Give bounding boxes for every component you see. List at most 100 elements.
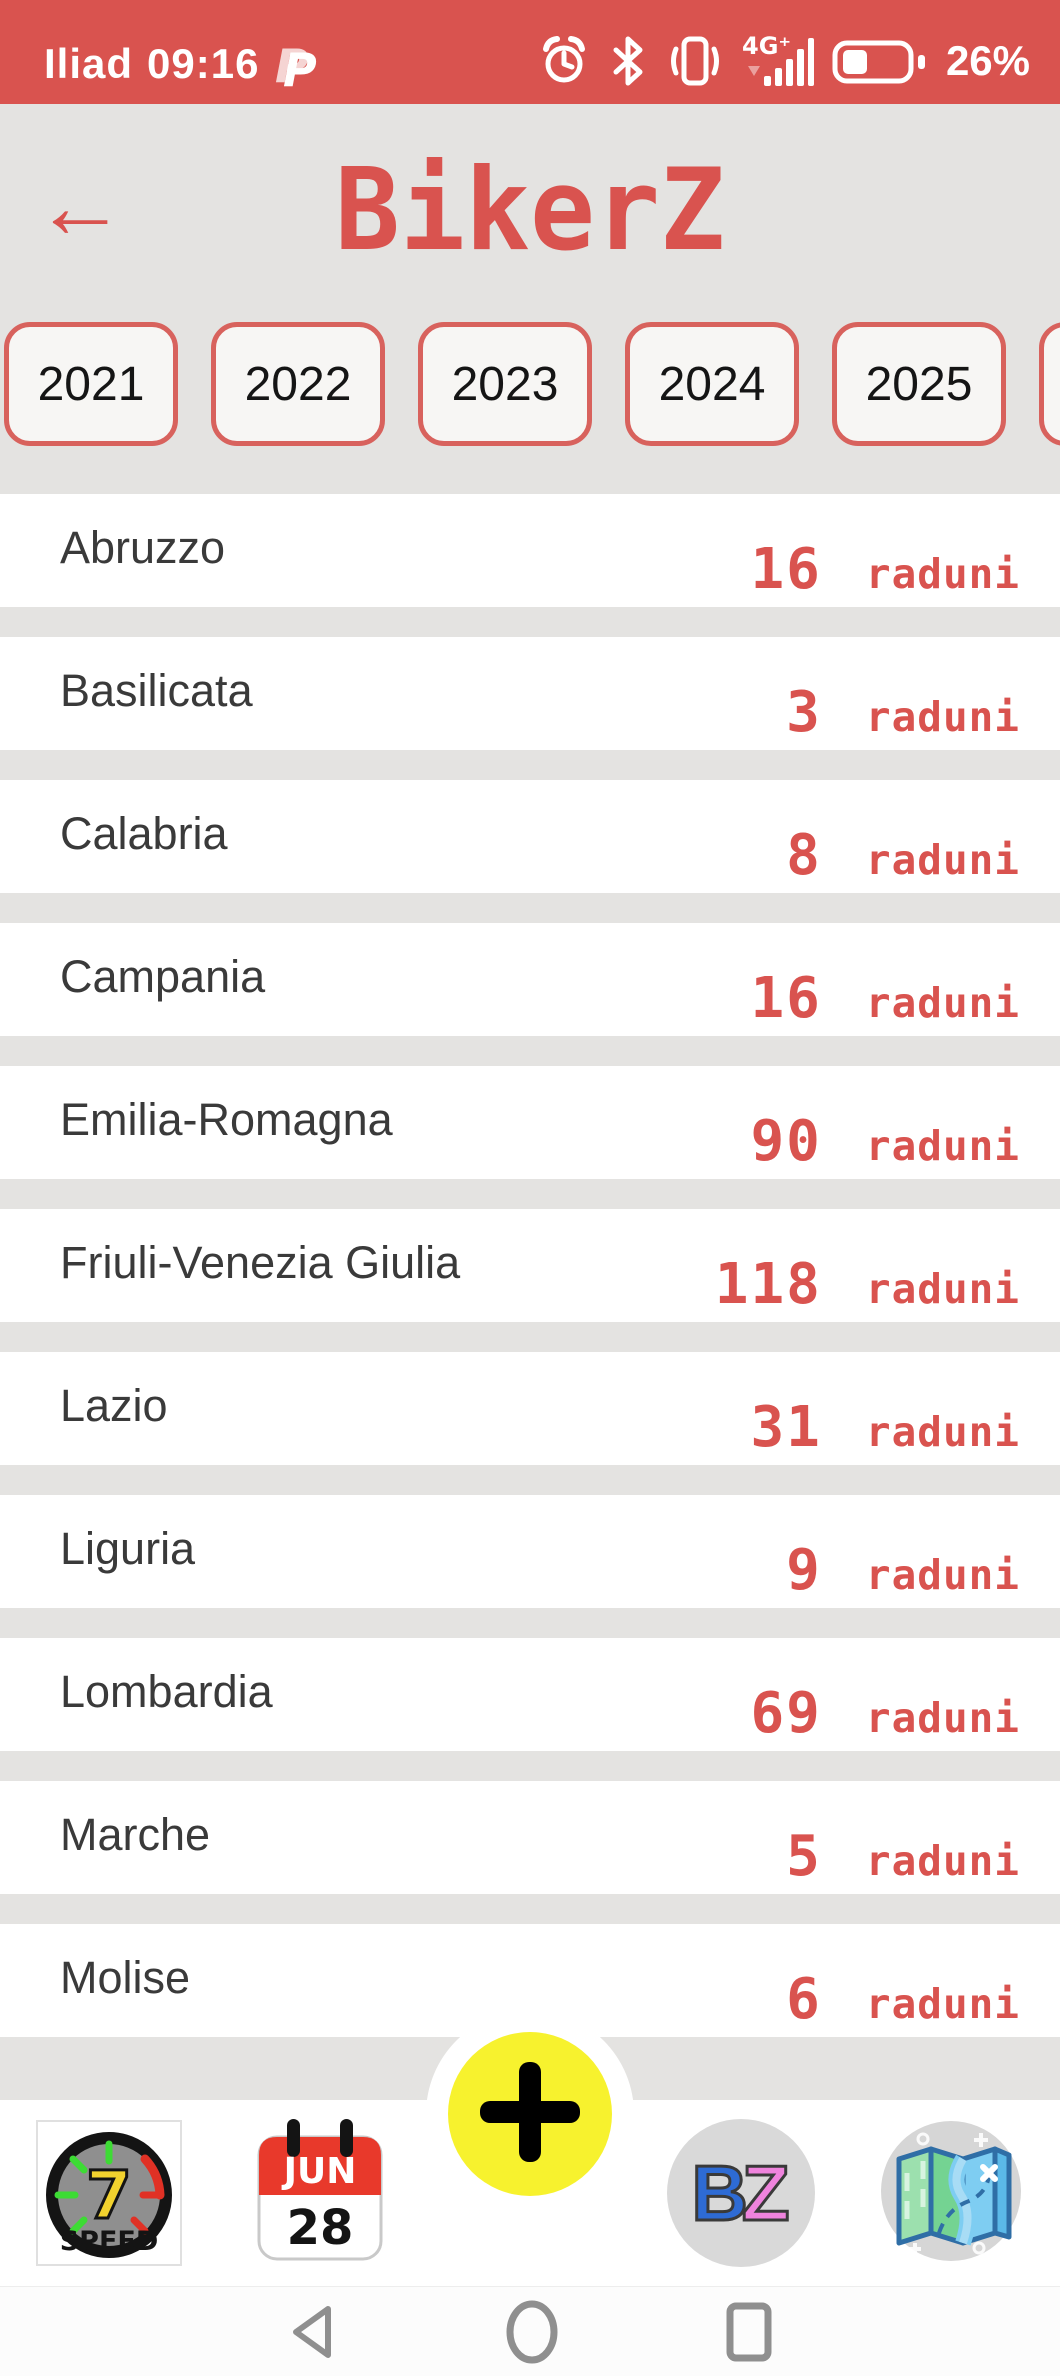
raduni-count: 8 bbox=[786, 823, 822, 888]
bluetooth-icon bbox=[608, 35, 648, 87]
carrier-label: Iliad bbox=[44, 40, 134, 87]
add-button[interactable] bbox=[448, 2032, 612, 2196]
region-row-lombardia[interactable]: Lombardia 69 raduni bbox=[0, 1638, 1060, 1751]
header: ← BikerZ bbox=[0, 104, 1060, 316]
back-arrow-icon[interactable]: ← bbox=[34, 155, 126, 258]
year-tabs: 2021 2022 2023 2024 2025 2026 bbox=[0, 316, 1060, 494]
region-count: 3 raduni bbox=[690, 685, 1020, 750]
svg-text:P: P bbox=[283, 43, 317, 90]
region-row-marche[interactable]: Marche 5 raduni bbox=[0, 1781, 1060, 1894]
raduni-count: 31 bbox=[750, 1395, 822, 1460]
battery-percent-label: 26% bbox=[945, 37, 1030, 84]
svg-text:28: 28 bbox=[286, 2200, 353, 2256]
region-count: 90 raduni bbox=[690, 1114, 1020, 1179]
svg-text:P: P bbox=[275, 39, 309, 90]
raduni-label: raduni bbox=[865, 836, 1020, 884]
status-bar-left: Iliad 09:16 P P bbox=[44, 38, 319, 90]
region-name: Basilicata bbox=[60, 665, 253, 716]
tab-year-2023[interactable]: 2023 bbox=[418, 322, 592, 446]
region-count: 16 raduni bbox=[690, 971, 1020, 1036]
region-count: 8 raduni bbox=[690, 828, 1020, 893]
region-name: Emilia-Romagna bbox=[60, 1094, 393, 1145]
tab-year-2025[interactable]: 2025 bbox=[832, 322, 1006, 446]
raduni-label: raduni bbox=[865, 1694, 1020, 1742]
calendar-button[interactable]: JUN 28 bbox=[245, 2118, 395, 2268]
bz-letter-b: B bbox=[690, 2149, 749, 2237]
region-count: 69 raduni bbox=[690, 1686, 1020, 1751]
bikerz-logo-icon: B Z bbox=[666, 2119, 815, 2267]
region-row-liguria[interactable]: Liguria 9 raduni bbox=[0, 1495, 1060, 1608]
region-name: Abruzzo bbox=[60, 522, 226, 573]
svg-text:4G⁺: 4G⁺ bbox=[742, 32, 791, 60]
bikerz-profile-button[interactable]: B Z bbox=[666, 2118, 816, 2268]
raduni-count: 69 bbox=[750, 1681, 822, 1746]
map-icon bbox=[877, 2117, 1025, 2270]
android-home-icon[interactable] bbox=[504, 2299, 560, 2365]
raduni-count: 9 bbox=[786, 1538, 822, 1603]
region-row-basilicata[interactable]: Basilicata 3 raduni bbox=[0, 637, 1060, 750]
battery-icon bbox=[832, 35, 928, 87]
page-title: BikerZ bbox=[334, 144, 726, 276]
raduni-label: raduni bbox=[865, 1837, 1020, 1885]
raduni-label: raduni bbox=[865, 1980, 1020, 2028]
tab-year-2022[interactable]: 2022 bbox=[211, 322, 385, 446]
plus-icon bbox=[470, 2052, 590, 2177]
vibrate-icon bbox=[666, 35, 724, 87]
region-name: Campania bbox=[60, 951, 266, 1002]
tab-year-2024[interactable]: 2024 bbox=[625, 322, 799, 446]
raduni-label: raduni bbox=[865, 979, 1020, 1027]
region-count: 118 raduni bbox=[690, 1257, 1020, 1322]
status-bar-right: 4G⁺ 26% bbox=[538, 32, 1030, 90]
region-row-molise[interactable]: Molise 6 raduni bbox=[0, 1924, 1060, 2037]
android-back-icon[interactable] bbox=[286, 2303, 340, 2361]
signal-4g-icon: 4G⁺ bbox=[742, 32, 814, 90]
raduni-label: raduni bbox=[865, 1122, 1020, 1170]
region-count: 5 raduni bbox=[690, 1829, 1020, 1894]
paypal-icon: P P bbox=[273, 38, 319, 90]
tab-year-2026[interactable]: 2026 bbox=[1039, 322, 1060, 446]
region-name: Lazio bbox=[60, 1380, 168, 1431]
region-row-lazio[interactable]: Lazio 31 raduni bbox=[0, 1352, 1060, 1465]
status-bar: Iliad 09:16 P P bbox=[0, 0, 1060, 104]
svg-text:JUN: JUN bbox=[280, 2151, 356, 2192]
region-row-abruzzo[interactable]: Abruzzo 16 raduni bbox=[0, 494, 1060, 607]
android-recents-icon[interactable] bbox=[724, 2301, 774, 2363]
svg-text:7: 7 bbox=[86, 2157, 132, 2234]
region-row-calabria[interactable]: Calabria 8 raduni bbox=[0, 780, 1060, 893]
map-button[interactable] bbox=[876, 2118, 1026, 2268]
raduni-count: 118 bbox=[714, 1252, 822, 1317]
raduni-count: 6 bbox=[786, 1967, 822, 2032]
raduni-count: 16 bbox=[750, 537, 822, 602]
raduni-label: raduni bbox=[865, 1265, 1020, 1313]
alarm-icon bbox=[538, 35, 590, 87]
svg-text:SPEED: SPEED bbox=[60, 2226, 159, 2257]
bz-letter-z: Z bbox=[740, 2149, 791, 2237]
region-row-friuli-venezia-giulia[interactable]: Friuli-Venezia Giulia 118 raduni bbox=[0, 1209, 1060, 1322]
raduni-count: 3 bbox=[786, 680, 822, 745]
region-name: Liguria bbox=[60, 1523, 196, 1574]
raduni-label: raduni bbox=[865, 1551, 1020, 1599]
region-name: Lombardia bbox=[60, 1666, 273, 1717]
raduni-label: raduni bbox=[865, 693, 1020, 741]
region-count: 9 raduni bbox=[690, 1543, 1020, 1608]
region-list: Abruzzo 16 raduni Basilicata 3 raduni Ca… bbox=[0, 494, 1060, 2037]
region-row-emilia-romagna[interactable]: Emilia-Romagna 90 raduni bbox=[0, 1066, 1060, 1179]
region-count: 16 raduni bbox=[690, 542, 1020, 607]
raduni-label: raduni bbox=[865, 550, 1020, 598]
region-name: Molise bbox=[60, 1952, 191, 2003]
tab-year-2021[interactable]: 2021 bbox=[4, 322, 178, 446]
speedometer-icon: 7 SPEED bbox=[36, 2120, 182, 2266]
region-count: 6 raduni bbox=[690, 1972, 1020, 2037]
raduni-count: 16 bbox=[750, 966, 822, 1031]
raduni-count: 90 bbox=[750, 1109, 822, 1174]
calendar-icon: JUN 28 bbox=[247, 2113, 393, 2274]
raduni-count: 5 bbox=[786, 1824, 822, 1889]
raduni-label: raduni bbox=[865, 1408, 1020, 1456]
region-name: Friuli-Venezia Giulia bbox=[60, 1237, 461, 1288]
speedometer-button[interactable]: 7 SPEED bbox=[34, 2118, 184, 2268]
android-navigation-bar bbox=[0, 2286, 1060, 2376]
region-name: Marche bbox=[60, 1809, 211, 1860]
region-row-campania[interactable]: Campania 16 raduni bbox=[0, 923, 1060, 1036]
clock-label: 09:16 bbox=[147, 40, 260, 87]
